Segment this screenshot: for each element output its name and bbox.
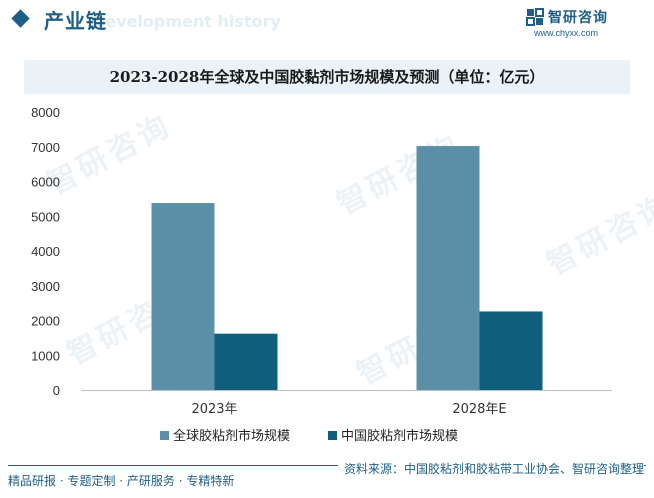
footer-source: 资料来源：中国胶粘剂和胶粘带工业协会、智研咨询整理 [337, 460, 644, 477]
y-tick-label: 4000 [31, 244, 60, 259]
legend-swatch [328, 431, 337, 440]
bar [416, 146, 480, 390]
bar [214, 333, 278, 390]
chart-title: 2023-2028年全球及中国胶黏剂市场规模及预测（单位：亿元） [109, 68, 545, 86]
y-tick-label: 6000 [31, 175, 60, 190]
x-tick-label: 2023年 [191, 402, 237, 417]
legend-label: 全球胶粘剂市场规模 [173, 428, 290, 444]
y-tick-label: 7000 [31, 140, 60, 155]
bar [151, 203, 215, 390]
footer-services: 精品研报 · 专题定制 · 产研服务 · 专精特新 [8, 474, 235, 488]
brand-url: www.chyxx.com [534, 28, 599, 38]
footer-divider [8, 465, 646, 466]
y-tick-label: 2000 [31, 314, 60, 329]
legend-label: 中国胶粘剂市场规模 [341, 428, 458, 444]
brand-logo-icon [526, 8, 544, 26]
x-tick-label: 2028年E [452, 402, 506, 417]
page-header: Development history 产业链 智研咨询 www.chyxx.c… [0, 0, 654, 44]
header-watermark: Development history [92, 12, 281, 31]
y-tick-label: 1000 [31, 348, 60, 363]
bar [479, 311, 543, 390]
y-tick-label: 8000 [31, 105, 60, 120]
brand-name: 智研咨询 [548, 10, 608, 26]
legend-swatch [160, 431, 169, 440]
y-tick-label: 3000 [31, 279, 60, 294]
section-title: 产业链 [44, 9, 107, 33]
bar-chart: 0 1000 2000 3000 4000 5000 6000 7000 8000 2023年 20… [31, 105, 612, 444]
y-tick-label: 5000 [31, 209, 60, 224]
chart-title-bar: 2023-2028年全球及中国胶黏剂市场规模及预测（单位：亿元） [24, 60, 630, 94]
brand: 智研咨询 www.chyxx.com [526, 6, 636, 40]
y-tick-label: 0 [53, 383, 60, 398]
page-footer: 精品研报 · 专题定制 · 产研服务 · 专精特新 资料来源：中国胶粘剂和胶粘带… [0, 458, 654, 498]
